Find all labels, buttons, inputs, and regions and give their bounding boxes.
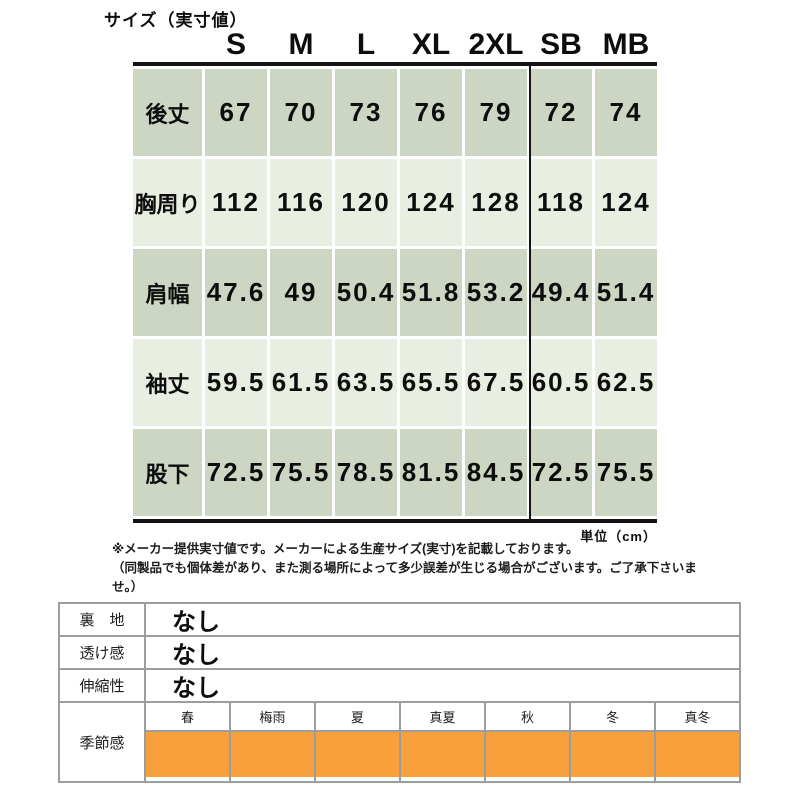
- season-bar-wrap: [571, 732, 654, 781]
- size-col-header: S: [225, 28, 246, 61]
- season-column-autumn: 秋: [486, 703, 571, 781]
- season-column-midsummer: 真夏: [401, 703, 486, 781]
- size-cell: 75.5: [595, 429, 657, 516]
- size-cell: 72.5: [205, 429, 267, 516]
- spec-value: なし: [172, 609, 220, 636]
- note-line: ※メーカー提供実寸値です。メーカーによる生産サイズ(実寸)を記載しております。: [112, 542, 579, 556]
- size-cell: 47.6: [205, 249, 267, 336]
- size-cell: 49.4: [530, 249, 592, 336]
- table-top-rule: [133, 62, 657, 66]
- size-cell: 63.5: [335, 339, 397, 426]
- season-header-cell: 冬: [571, 703, 654, 732]
- spec-row-sheerness: 透け感 なし: [60, 637, 739, 670]
- size-col-header: M: [288, 28, 314, 61]
- season-bar-wrap: [656, 732, 739, 781]
- spec-row-season: 季節感 春 梅雨 夏 真夏 秋 冬: [60, 703, 739, 781]
- size-cell: 51.8: [400, 249, 462, 336]
- size-cell: 124: [400, 159, 462, 246]
- spec-row-stretch: 伸縮性 なし: [60, 670, 739, 703]
- season-column-winter: 冬: [571, 703, 656, 781]
- size-col-header: L: [356, 28, 376, 61]
- spec-row-lining: 裏 地 なし: [60, 604, 739, 637]
- size-cell: 72: [530, 69, 592, 156]
- season-bar-wrap: [231, 732, 314, 781]
- size-cell: 59.5: [205, 339, 267, 426]
- size-chart-body: 後丈 67 70 73 76 79 72 74 胸周り 112 116 120 …: [133, 66, 657, 519]
- size-cell: 61.5: [270, 339, 332, 426]
- season-bar-cell: [486, 732, 569, 777]
- season-column-rainy: 梅雨: [231, 703, 316, 781]
- size-cell: 67.5: [465, 339, 527, 426]
- sb-column-divider: [529, 66, 531, 519]
- season-column-midwinter: 真冬: [656, 703, 739, 781]
- size-cell: 72.5: [530, 429, 592, 516]
- season-columns: 春 梅雨 夏 真夏 秋 冬: [146, 703, 739, 781]
- season-header-cell: 梅雨: [231, 703, 314, 732]
- season-bar-cell: [316, 732, 399, 777]
- season-bar-cell: [146, 732, 229, 777]
- size-col-header: XL: [411, 28, 451, 61]
- season-header-cell: 春: [146, 703, 229, 732]
- size-cell: 81.5: [400, 429, 462, 516]
- row-label: 胸周り: [133, 159, 202, 246]
- season-header-cell: 夏: [316, 703, 399, 732]
- size-cell: 70: [270, 69, 332, 156]
- size-cell: 124: [595, 159, 657, 246]
- size-cell: 128: [465, 159, 527, 246]
- size-cell: 60.5: [530, 339, 592, 426]
- season-column-spring: 春: [146, 703, 231, 781]
- size-cell: 74: [595, 69, 657, 156]
- size-col-header: MB: [602, 28, 650, 61]
- season-bar-wrap: [486, 732, 569, 781]
- disclaimer-notes: ※メーカー提供実寸値です。メーカーによる生産サイズ(実寸)を記載しております。 …: [112, 540, 712, 597]
- size-cell: 120: [335, 159, 397, 246]
- season-bar-cell: [401, 732, 484, 777]
- size-cell: 79: [465, 69, 527, 156]
- size-col-header: SB: [540, 28, 582, 61]
- size-cell: 116: [270, 159, 332, 246]
- size-cell: 118: [530, 159, 592, 246]
- row-label: 股下: [133, 429, 202, 516]
- season-header-cell: 秋: [486, 703, 569, 732]
- spec-value: なし: [172, 675, 220, 702]
- size-cell: 73: [335, 69, 397, 156]
- spec-label: 裏 地: [60, 604, 146, 635]
- season-column-summer: 夏: [316, 703, 401, 781]
- season-bar-cell: [231, 732, 314, 777]
- spec-label: 伸縮性: [60, 670, 146, 701]
- season-bar-cell: [656, 732, 739, 777]
- page-title: サイズ（実寸値）: [104, 11, 248, 30]
- season-bar-wrap: [146, 732, 229, 781]
- season-bar-cell: [571, 732, 654, 777]
- season-label: 季節感: [60, 703, 146, 781]
- row-label: 肩幅: [133, 249, 202, 336]
- size-cell: 84.5: [465, 429, 527, 516]
- season-bar-wrap: [401, 732, 484, 781]
- spec-table: 裏 地 なし 透け感 なし 伸縮性 なし 季節感 春 梅雨 夏 真夏: [58, 602, 741, 783]
- season-bar-wrap: [316, 732, 399, 781]
- size-cell: 51.4: [595, 249, 657, 336]
- spec-label: 透け感: [60, 637, 146, 668]
- size-cell: 65.5: [400, 339, 462, 426]
- size-cell: 67: [205, 69, 267, 156]
- row-label: 袖丈: [133, 339, 202, 426]
- note-line: （同製品でも個体差があり、また測る場所によって多少誤差が生じる場合がございます。…: [112, 561, 697, 594]
- season-header-cell: 真冬: [656, 703, 739, 732]
- row-label: 後丈: [133, 69, 202, 156]
- size-cell: 50.4: [335, 249, 397, 336]
- size-cell: 112: [205, 159, 267, 246]
- size-cell: 49: [270, 249, 332, 336]
- size-cell: 62.5: [595, 339, 657, 426]
- unit-label: 単位（cm）: [580, 529, 657, 544]
- table-bottom-rule: [133, 519, 657, 523]
- season-header-cell: 真夏: [401, 703, 484, 732]
- size-cell: 75.5: [270, 429, 332, 516]
- size-cell: 76: [400, 69, 462, 156]
- size-chart-header: S M L XL 2XL SB MB: [133, 26, 657, 62]
- size-cell: 53.2: [465, 249, 527, 336]
- size-cell: 78.5: [335, 429, 397, 516]
- size-col-header: 2XL: [468, 28, 524, 61]
- spec-value: なし: [172, 642, 220, 669]
